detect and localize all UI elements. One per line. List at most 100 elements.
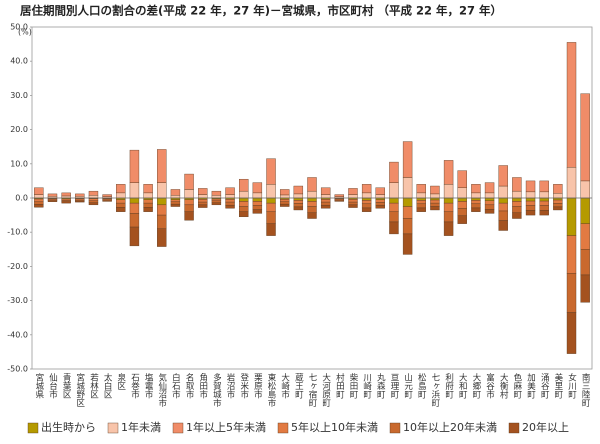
bar-segment <box>184 204 194 212</box>
bar-segment <box>184 189 194 199</box>
bar-segment <box>293 193 304 199</box>
bar-segment <box>47 200 58 202</box>
y-tick-label: 20.0 <box>10 125 28 134</box>
bar-segment <box>252 209 263 214</box>
x-tick-label: 七ヶ宿町 <box>307 373 317 407</box>
bar-segment <box>539 205 549 211</box>
bar-segment <box>580 249 590 276</box>
bar-segment <box>252 201 263 206</box>
bar-segment <box>361 200 372 205</box>
x-tick-label: 南三陸町 <box>580 372 590 407</box>
bar-segment <box>484 182 495 194</box>
bar-segment <box>320 201 331 206</box>
y-tick-label: -10.0 <box>7 228 28 237</box>
x-tick-label: 岩沼市 <box>225 372 235 399</box>
bar-segment <box>443 211 454 223</box>
bar-segment <box>512 212 522 219</box>
bar-segment <box>170 203 181 207</box>
bar-segment <box>116 184 126 194</box>
bar-segment <box>211 195 222 199</box>
legend-label: 10年以上20年未満 <box>403 420 497 434</box>
x-tick-label: 村田町 <box>334 372 344 398</box>
x-tick-label: 若林区 <box>88 372 98 398</box>
x-tick-label: 大和町 <box>457 372 467 398</box>
y-tick-label: -20.0 <box>7 262 28 271</box>
bar-segment <box>320 204 331 209</box>
bar-segment <box>184 199 194 206</box>
bar-segment <box>143 207 153 212</box>
bar-segment <box>320 187 331 195</box>
bar-segment <box>116 199 126 204</box>
bar-segment <box>539 197 549 202</box>
bar-segment <box>129 149 140 183</box>
bar-segment <box>416 207 426 212</box>
bar-segment <box>402 233 413 255</box>
bar-segment <box>430 206 440 211</box>
x-tick-label: 涌谷町 <box>539 372 549 398</box>
x-tick-label: 川崎町 <box>362 373 372 399</box>
bar-segment <box>580 274 590 303</box>
bar-segment <box>443 160 454 185</box>
x-tick-label: 美里町 <box>553 372 563 398</box>
bar-segment <box>170 201 181 205</box>
x-tick-label: 石巻市 <box>129 373 139 399</box>
bar-segment <box>471 207 481 212</box>
bar-segment <box>239 197 249 202</box>
bar-segment <box>252 192 263 199</box>
bar-segment <box>307 206 317 213</box>
bar-segment <box>61 192 71 197</box>
bar-segment <box>225 204 235 209</box>
bar-segment <box>553 193 563 199</box>
x-tick-label: 丸森町 <box>375 372 385 398</box>
bar-segment <box>184 211 194 221</box>
bar-segment <box>498 220 508 231</box>
x-tick-label: 女川町 <box>567 372 577 398</box>
bar-segment <box>116 202 126 208</box>
x-tick-label: 青葉区 <box>61 372 71 398</box>
legend-label: 20年以上 <box>522 420 569 434</box>
bar-segment <box>580 197 590 224</box>
x-tick-label: 宮城野区 <box>75 372 85 407</box>
bar-segment <box>539 180 549 193</box>
bar-segment <box>75 198 85 201</box>
bar-segment <box>498 165 508 187</box>
bar-segment <box>553 203 563 208</box>
bar-segment <box>157 228 167 247</box>
legend-swatch <box>27 422 39 434</box>
bar-segment <box>279 199 290 202</box>
legend-label: 5年以上10年未満 <box>291 420 378 434</box>
bar-segment <box>498 185 508 199</box>
bar-segment <box>279 189 290 196</box>
legend-label: 1年未満 <box>121 420 161 434</box>
bar-segment <box>348 201 358 206</box>
bar-segment <box>334 200 345 202</box>
bar-segment <box>525 210 536 216</box>
bar-segment <box>307 177 317 192</box>
bar-segment <box>225 201 235 206</box>
x-tick-label: 仙台市 <box>47 372 57 399</box>
x-tick-label: 松島町 <box>416 372 426 398</box>
legend-swatch <box>508 422 520 434</box>
y-tick-label: 50.0 <box>10 23 28 32</box>
bar-segment <box>170 195 181 199</box>
bar-segment <box>129 213 140 228</box>
bar-segment <box>211 190 222 196</box>
bar-segment <box>484 200 495 206</box>
bar-segment <box>184 173 194 190</box>
bar-segment <box>75 200 85 203</box>
bar-segment <box>402 197 413 207</box>
bar-segment <box>580 223 590 250</box>
bar-segment <box>566 312 577 354</box>
x-tick-label: 亘理町 <box>389 373 399 399</box>
bar-segment <box>525 191 536 199</box>
bar-segment <box>457 170 467 188</box>
bar-segment <box>198 201 208 206</box>
bar-segment <box>129 197 140 204</box>
bar-segment <box>471 184 481 194</box>
y-tick-label: -50.0 <box>7 365 28 374</box>
legend-swatch <box>277 422 289 434</box>
bar-segment <box>566 167 577 199</box>
bar-segment <box>416 192 426 199</box>
bar-segment <box>566 42 577 168</box>
bar-segment <box>34 198 44 202</box>
